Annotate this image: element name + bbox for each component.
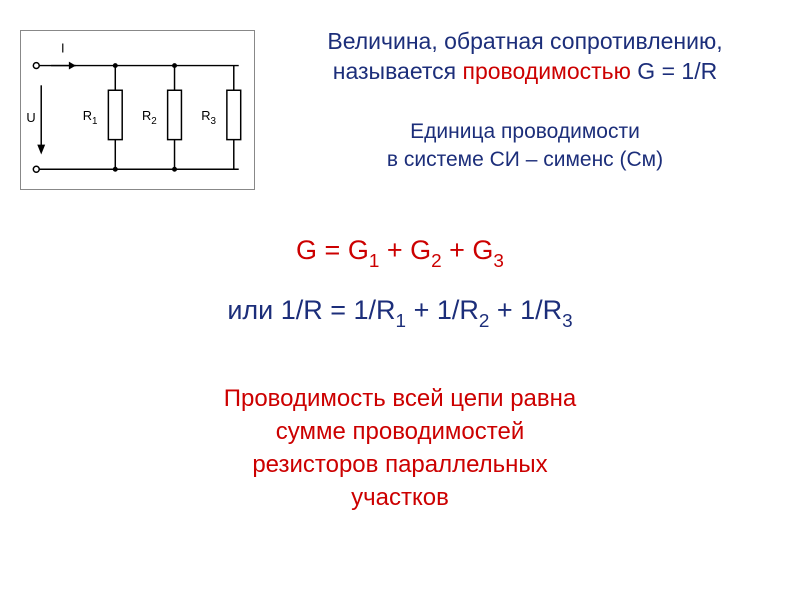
heading-line2: называется проводимостью G = 1/R	[265, 58, 785, 85]
footer-line2: сумме проводимостей	[0, 418, 800, 446]
label-R1: R1	[83, 108, 98, 127]
circuit-svg: I U R1 R2 R3	[21, 31, 254, 189]
label-U: U	[26, 110, 35, 125]
footer-line1: Проводимость всей цепи равна	[0, 385, 800, 413]
unit-line2: в системе СИ – сименс (См)	[265, 148, 785, 172]
circuit-diagram: I U R1 R2 R3	[20, 30, 255, 190]
formula-g: G = G1 + G2 + G3	[0, 235, 800, 271]
heading-line1: Величина, обратная сопротивлению,	[265, 28, 785, 55]
unit-line1: Единица проводимости	[265, 120, 785, 144]
footer-line4: участков	[0, 484, 800, 512]
slide-content: I U R1 R2 R3 Величина, обратная	[0, 0, 800, 600]
formula-r: или 1/R = 1/R1 + 1/R2 + 1/R3	[0, 295, 800, 331]
footer-line3: резисторов параллельных	[0, 451, 800, 479]
heading-suffix: G = 1/R	[631, 58, 717, 84]
heading-prefix: называется	[333, 58, 463, 84]
label-R3: R3	[201, 108, 216, 127]
label-R2: R2	[142, 108, 157, 127]
label-I: I	[61, 41, 65, 56]
heading-highlight: проводимостью	[462, 58, 630, 84]
